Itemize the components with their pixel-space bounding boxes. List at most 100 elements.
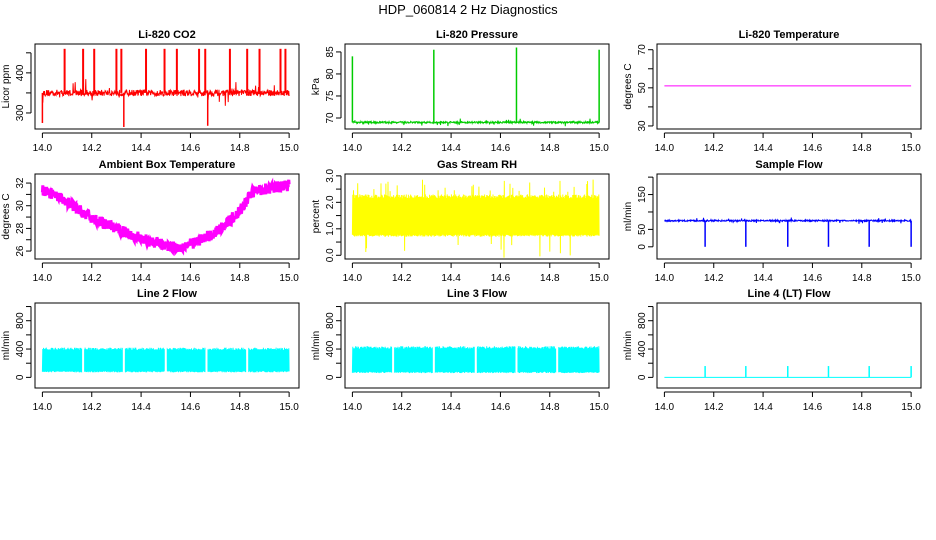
x-tick-label: 15.0 (589, 143, 609, 154)
x-tick-label: 15.0 (589, 402, 609, 413)
panel-title: Line 3 Flow (447, 288, 507, 300)
x-tick-label: 14.0 (343, 143, 363, 154)
x-tick-label: 14.4 (131, 402, 151, 413)
y-tick-label: 32 (15, 177, 26, 189)
y-tick-label: 85 (325, 46, 336, 58)
plot-frame (344, 302, 610, 389)
y-tick-label: 150 (637, 186, 648, 203)
y-tick-label: 400 (637, 340, 648, 357)
x-tick-label: 14.8 (540, 402, 560, 413)
x-tick-label: 14.6 (181, 402, 201, 413)
x-tick-label: 14.2 (704, 143, 724, 154)
x-tick-label: 14.2 (392, 143, 412, 154)
x-tick-label: 15.0 (901, 402, 921, 413)
panel-title: Line 2 Flow (137, 288, 197, 300)
x-tick-label: 14.6 (181, 273, 201, 284)
x-tick-label: 14.2 (392, 273, 412, 284)
series-line (40, 177, 291, 257)
y-tick-label: 1.0 (325, 221, 336, 235)
x-tick-label: 14.4 (753, 273, 773, 284)
x-tick-label: 14.2 (82, 402, 102, 413)
y-tick-label: 2.0 (325, 195, 336, 209)
x-tick-label: 14.0 (655, 143, 675, 154)
y-tick-label: 70 (325, 112, 336, 124)
y-tick-label: 800 (637, 312, 648, 329)
y-tick-label: 30 (637, 120, 648, 132)
x-tick-label: 14.6 (491, 402, 511, 413)
x-tick-label: 14.0 (655, 402, 675, 413)
panel-title: Li-820 Pressure (436, 29, 518, 41)
panel-title: Li-820 CO2 (138, 29, 195, 41)
panel-5: Sample Flow 14.0 14.2 14.4 14.6 14.8 15.0 0 50 15… (623, 159, 922, 284)
x-tick-label: 14.8 (540, 273, 560, 284)
series-line (41, 79, 290, 106)
y-tick-label: 400 (15, 340, 26, 357)
x-tick-label: 14.6 (181, 143, 201, 154)
y-tick-label: 30 (15, 200, 26, 212)
x-tick-label: 15.0 (901, 143, 921, 154)
y-tick-label: 0 (15, 374, 26, 380)
y-tick-label: 3.0 (325, 168, 336, 182)
y-tick-label: 400 (325, 340, 336, 357)
y-tick-label: 50 (637, 82, 648, 94)
plot-frame (34, 43, 300, 130)
plot-frame (656, 43, 922, 130)
y-tick-label: 0.0 (325, 248, 336, 262)
x-tick-label: 14.4 (131, 143, 151, 154)
y-tick-label: 0 (325, 374, 336, 380)
y-axis-label: ml/min (1, 331, 12, 360)
panel-6: Line 2 Flow 14.0 14.2 14.4 14.6 14.8 15.0 0 400 8… (1, 288, 300, 413)
y-axis-label: Licor ppm (1, 65, 12, 109)
panel-4: Gas Stream RH 14.0 14.2 14.4 14.6 14.8 15.0 0.0… (311, 159, 610, 284)
y-tick-label: 0 (637, 374, 648, 380)
y-tick-label: 28 (15, 222, 26, 234)
panel-1: Li-820 Pressure 14.0 14.2 14.4 14.6 14.8 15.0 7… (311, 29, 610, 154)
x-tick-label: 14.6 (803, 273, 823, 284)
x-tick-label: 15.0 (279, 143, 299, 154)
x-tick-label: 14.2 (704, 273, 724, 284)
plot-frame (344, 43, 610, 130)
x-tick-label: 14.0 (343, 273, 363, 284)
x-tick-label: 14.8 (852, 143, 872, 154)
plot-frame (344, 173, 610, 260)
plot-frame (656, 302, 922, 389)
x-tick-label: 15.0 (279, 402, 299, 413)
x-tick-label: 14.0 (33, 273, 53, 284)
x-tick-label: 14.2 (392, 402, 412, 413)
y-axis-label: ml/min (623, 202, 634, 231)
y-tick-label: 50 (637, 223, 648, 235)
figure-title: HDP_060814 2 Hz Diagnostics (378, 2, 558, 17)
panel-7: Line 3 Flow 14.0 14.2 14.4 14.6 14.8 15.0 0 400 8… (311, 288, 610, 413)
x-tick-label: 14.8 (852, 402, 872, 413)
x-tick-label: 14.4 (441, 273, 461, 284)
y-axis-label: ml/min (623, 331, 634, 360)
x-tick-label: 14.0 (343, 402, 363, 413)
y-tick-label: 75 (325, 90, 336, 102)
x-tick-label: 15.0 (279, 273, 299, 284)
x-tick-label: 14.0 (33, 402, 53, 413)
y-axis-label: ml/min (311, 331, 322, 360)
panel-title: Sample Flow (755, 159, 823, 171)
y-tick-label: 300 (15, 104, 26, 121)
y-tick-label: 400 (15, 64, 26, 81)
panel-title: Line 4 (LT) Flow (748, 288, 831, 300)
x-tick-label: 14.6 (491, 273, 511, 284)
y-axis-label: degrees C (1, 193, 12, 239)
x-tick-label: 14.4 (441, 402, 461, 413)
y-tick-label: 0 (637, 244, 648, 250)
x-tick-label: 14.2 (82, 273, 102, 284)
panel-8: Line 4 (LT) Flow 14.0 14.2 14.4 14.6 14.8 15.0… (623, 288, 922, 413)
y-tick-label: 70 (637, 44, 648, 56)
panel-title: Gas Stream RH (437, 159, 517, 171)
panel-0: Li-820 CO2 14.0 14.2 14.4 14.6 14.8 15.0 300 400… (1, 29, 300, 154)
x-tick-label: 14.6 (803, 143, 823, 154)
x-tick-label: 14.2 (704, 402, 724, 413)
x-tick-label: 14.4 (753, 143, 773, 154)
x-tick-label: 14.8 (230, 143, 250, 154)
panel-3: Ambient Box Temperature 14.0 14.2 14.4 14.6 1… (1, 159, 300, 284)
x-tick-label: 14.8 (540, 143, 560, 154)
x-tick-label: 14.4 (753, 402, 773, 413)
x-tick-label: 14.6 (803, 402, 823, 413)
